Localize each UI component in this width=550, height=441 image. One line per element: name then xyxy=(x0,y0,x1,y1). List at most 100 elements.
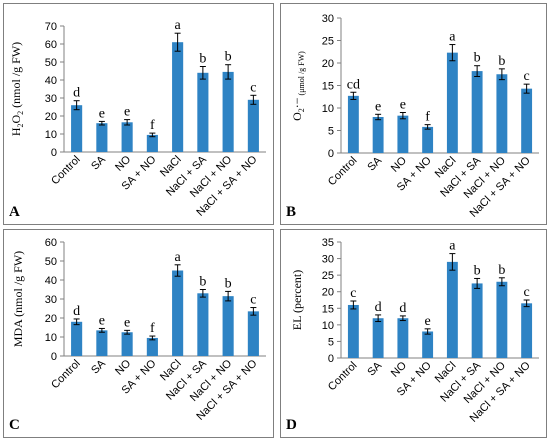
significance-letter: b xyxy=(199,52,206,67)
significance-letter: d xyxy=(73,86,80,101)
y-tick-label: 60 xyxy=(45,237,57,249)
x-tick-label: SA xyxy=(365,359,384,378)
y-axis-label-part: O xyxy=(9,115,23,124)
y-tick-label: 40 xyxy=(45,75,57,87)
y-tick-label: 40 xyxy=(45,275,57,287)
panel-label-c: C xyxy=(9,417,20,433)
bar xyxy=(347,304,359,358)
y-tick-label: 30 xyxy=(45,93,57,105)
y-axis-label-part: 2 xyxy=(16,124,25,128)
bar xyxy=(222,296,234,356)
y-tick-label: 20 xyxy=(45,111,57,123)
y-tick-label: 35 xyxy=(322,237,334,249)
x-tick-label: NO xyxy=(113,357,133,377)
significance-letter: e xyxy=(99,313,105,328)
bar xyxy=(446,52,458,153)
bar xyxy=(521,303,533,358)
chart-panel-d: 0 5 10 15 20 25 30 35 EL (percent) c Control d SA d NO… xyxy=(280,229,547,438)
y-tick-label: 30 xyxy=(322,13,334,25)
significance-letter: b xyxy=(199,275,206,290)
x-tick-label: NO xyxy=(389,359,409,379)
x-tick-label: NO xyxy=(389,154,409,174)
significance-letter: b xyxy=(225,50,232,65)
y-axis-label-part: (nmol /g FW) xyxy=(9,42,23,111)
bar xyxy=(71,321,83,356)
bar xyxy=(222,71,234,152)
x-tick-label: SA xyxy=(89,357,108,376)
significance-letter: c xyxy=(524,285,530,300)
y-tick-label: 5 xyxy=(328,126,334,138)
y-tick-label: 70 xyxy=(45,21,57,33)
significance-letter: c xyxy=(250,80,256,95)
y-axis-label: O2·− (μmol /g FW) xyxy=(290,51,306,121)
significance-letter: f xyxy=(150,118,155,133)
bar xyxy=(496,281,508,358)
chart-panel-b: 0 5 10 15 20 25 30 O2·− (μmol /g FW) cd Control e S… xyxy=(280,3,547,225)
significance-letter: a xyxy=(449,239,456,254)
bar xyxy=(471,71,483,153)
bar xyxy=(422,126,434,153)
significance-letter: d xyxy=(399,301,406,316)
bar xyxy=(347,95,359,153)
bar xyxy=(121,332,133,356)
significance-letter: e xyxy=(124,315,130,330)
significance-letter: a xyxy=(175,250,182,265)
x-tick-label: SA xyxy=(89,153,108,172)
y-axis-label-part: H xyxy=(9,127,23,136)
y-tick-label: 0 xyxy=(328,353,334,365)
significance-letter: a xyxy=(175,18,182,33)
chart-panel-a: 0 10 20 30 40 50 60 70 H2O2 (nmol /g FW) d Control… xyxy=(3,3,274,225)
y-tick-label: 0 xyxy=(51,147,57,159)
bar xyxy=(197,293,209,356)
y-tick-label: 50 xyxy=(45,256,57,268)
y-tick-label: 5 xyxy=(328,336,334,348)
y-axis-label-part: EL (percent) xyxy=(290,270,304,331)
y-axis-label-part: 2 xyxy=(16,111,25,115)
bar xyxy=(372,117,384,153)
y-tick-label: 20 xyxy=(45,313,57,325)
x-tick-label: NO xyxy=(113,153,133,173)
bar xyxy=(247,99,259,152)
bar xyxy=(146,134,158,152)
bar xyxy=(446,261,458,358)
significance-letter: e xyxy=(99,106,105,121)
y-tick-label: 0 xyxy=(328,148,334,160)
significance-letter: c xyxy=(524,69,530,84)
bar xyxy=(96,123,108,152)
y-tick-label: 10 xyxy=(322,320,334,332)
y-axis-label-part: (μmol /g FW) xyxy=(297,51,306,98)
significance-letter: e xyxy=(124,105,130,120)
bar xyxy=(397,318,409,358)
bar xyxy=(121,122,133,152)
y-tick-label: 60 xyxy=(45,39,57,51)
bar xyxy=(247,311,259,356)
significance-letter: b xyxy=(498,263,505,278)
significance-letter: d xyxy=(73,304,80,319)
panel-label-d: D xyxy=(286,417,297,433)
significance-letter: e xyxy=(425,314,431,329)
y-tick-label: 10 xyxy=(45,332,57,344)
significance-letter: d xyxy=(375,300,382,315)
y-tick-label: 0 xyxy=(51,351,57,363)
y-tick-label: 25 xyxy=(322,36,334,48)
y-tick-label: 25 xyxy=(322,270,334,282)
bar xyxy=(521,88,533,153)
y-axis-label-part: MDA (nmol /g FW) xyxy=(11,251,25,347)
y-axis-label: MDA (nmol /g FW) xyxy=(11,251,25,347)
significance-letter: f xyxy=(150,321,155,336)
y-tick-label: 10 xyxy=(322,103,334,115)
bar xyxy=(197,72,209,152)
bar xyxy=(422,331,434,358)
bar xyxy=(172,270,184,356)
significance-letter: b xyxy=(474,51,481,66)
significance-letter: c xyxy=(250,293,256,308)
significance-letter: b xyxy=(474,263,481,278)
significance-letter: f xyxy=(425,110,430,125)
y-tick-label: 20 xyxy=(322,58,334,70)
bar xyxy=(372,318,384,358)
bar xyxy=(496,74,508,153)
panel-label-a: A xyxy=(9,204,20,220)
